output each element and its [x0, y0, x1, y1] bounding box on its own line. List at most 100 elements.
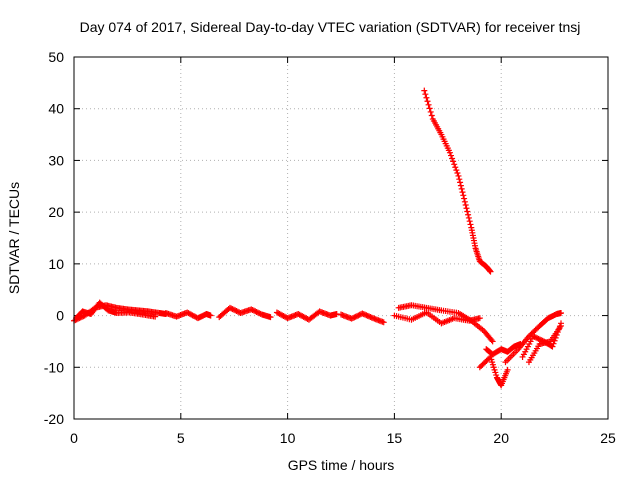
data-point [454, 170, 461, 177]
data-point [455, 172, 462, 179]
data-point [250, 307, 257, 314]
data-point [252, 308, 259, 315]
series-s9 [421, 87, 494, 275]
data-point [253, 308, 260, 315]
data-point [424, 98, 431, 105]
data-point [425, 101, 432, 108]
x-axis-label: GPS time / hours [288, 457, 395, 473]
data-point [466, 218, 473, 225]
data-point [450, 158, 457, 165]
series-s3 [162, 309, 214, 322]
data-point [226, 304, 233, 311]
data-point [234, 308, 241, 315]
data-point [549, 343, 556, 350]
data-point [248, 306, 255, 313]
chart-grid [74, 57, 608, 419]
data-point [254, 309, 261, 316]
data-point [487, 268, 494, 275]
data-point [465, 211, 472, 218]
data-point [449, 155, 456, 162]
data-point [551, 337, 558, 344]
data-point [459, 189, 466, 196]
data-point [249, 307, 256, 314]
data-point [446, 149, 453, 156]
series-s5 [273, 308, 340, 323]
y-tick-label: 50 [48, 49, 64, 65]
data-point [531, 333, 538, 340]
y-tick-label: 20 [48, 204, 64, 220]
x-tick-label: 15 [387, 430, 403, 446]
data-point [457, 179, 464, 186]
data-point [530, 333, 537, 340]
data-point [535, 335, 542, 342]
x-tick-label: 20 [493, 430, 509, 446]
data-point [233, 308, 240, 315]
data-point [421, 87, 428, 94]
y-axis-label: SDTVAR / TECUs [6, 182, 22, 294]
series-s14 [525, 322, 565, 366]
data-point [448, 152, 455, 159]
data-point [558, 309, 565, 316]
x-tick-label: 5 [177, 430, 185, 446]
chart-points [71, 87, 565, 389]
data-point [427, 108, 434, 115]
y-tick-label: -20 [44, 411, 64, 427]
data-point [348, 315, 355, 322]
y-tick-label: 40 [48, 101, 64, 117]
data-point [456, 176, 463, 183]
data-point [426, 105, 433, 112]
data-point [350, 315, 357, 322]
y-tick-label: 0 [56, 308, 64, 324]
y-tick-label: 30 [48, 152, 64, 168]
series-s6 [338, 310, 387, 326]
series-s4 [216, 304, 274, 321]
data-point [476, 315, 483, 322]
data-point [356, 311, 363, 318]
data-point [352, 313, 359, 320]
data-point [267, 314, 274, 321]
data-point [380, 319, 387, 326]
chart-title: Day 074 of 2017, Sidereal Day-to-day VTE… [80, 19, 581, 35]
data-point [504, 366, 511, 373]
data-point [550, 340, 557, 347]
data-point [462, 202, 469, 209]
data-point [532, 334, 539, 341]
data-point [465, 214, 472, 221]
data-point [351, 314, 358, 321]
y-tick-label: 10 [48, 256, 64, 272]
data-point [457, 182, 464, 189]
data-point [355, 312, 362, 319]
data-point [461, 198, 468, 205]
data-point [558, 322, 565, 329]
data-point [354, 313, 361, 320]
data-point [256, 310, 263, 317]
series-s12 [502, 309, 565, 366]
data-point [451, 161, 458, 168]
data-point [428, 112, 435, 119]
data-point [228, 305, 235, 312]
data-point [152, 313, 159, 320]
data-point [422, 91, 429, 98]
data-point [461, 195, 468, 202]
data-point [489, 338, 496, 345]
data-point [534, 335, 541, 342]
x-tick-label: 0 [70, 430, 78, 446]
data-point [232, 307, 239, 314]
data-point [230, 306, 237, 313]
data-point [453, 167, 460, 174]
series-s8 [395, 302, 496, 345]
data-point [464, 208, 471, 215]
plot-frame [73, 56, 609, 420]
data-point [463, 205, 470, 212]
data-point [229, 306, 236, 313]
data-point [207, 312, 214, 319]
y-tick-label: -10 [44, 359, 64, 375]
data-point [423, 94, 430, 101]
data-point [452, 164, 459, 171]
series-s11 [476, 353, 511, 389]
x-tick-label: 10 [280, 430, 296, 446]
data-point [488, 337, 495, 344]
data-point [460, 192, 467, 199]
x-tick-label: 25 [600, 430, 616, 446]
